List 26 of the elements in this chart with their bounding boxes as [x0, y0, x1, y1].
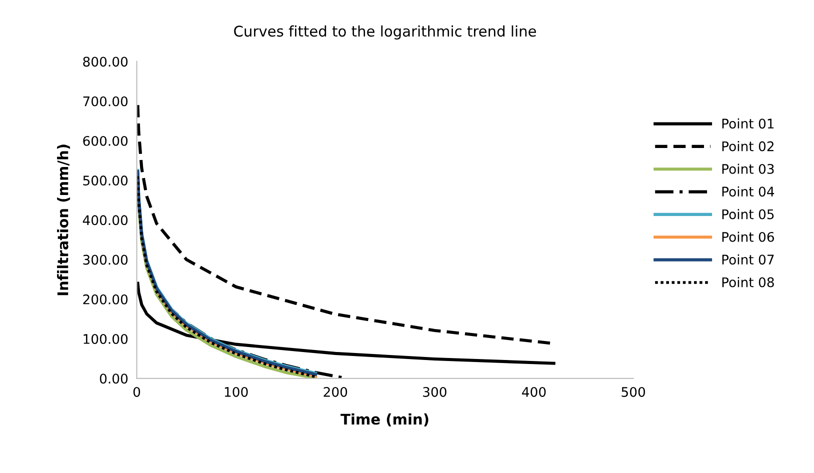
- y-tick-label: 800.00: [83, 56, 128, 67]
- y-tick-label: 400.00: [82, 215, 128, 226]
- x-tick-label: 0: [133, 386, 140, 397]
- legend-label: Point 05: [722, 209, 774, 220]
- legend-label: Point 07: [722, 254, 774, 265]
- y-tick-label: 100.00: [84, 334, 128, 344]
- y-tick-label: 200.00: [83, 294, 128, 304]
- legend-label: Point 08: [722, 277, 774, 288]
- x-axis-title: Time (min): [340, 413, 428, 426]
- x-tick-label: 400: [522, 386, 546, 397]
- x-tick-label: 200: [324, 386, 348, 397]
- y-axis-title: Infiltration (mm/h): [57, 144, 70, 296]
- y-tick-label: 700.00: [83, 96, 128, 106]
- x-tick-label: 100: [224, 386, 248, 397]
- x-tick-label: 300: [423, 386, 446, 397]
- y-tick-label: 300.00: [83, 254, 128, 265]
- legend-label: Point 06: [722, 232, 774, 242]
- legend-label: Point 01: [722, 118, 774, 129]
- y-tick-label: 0.00: [100, 374, 128, 384]
- chart-title: Curves fitted to the logarithmic trend line: [234, 25, 536, 40]
- y-tick-label: 600.00: [83, 136, 128, 146]
- legend-label: Point 03: [722, 164, 774, 174]
- x-tick-label: 500: [622, 386, 646, 397]
- legend-label: Point 02: [722, 141, 774, 152]
- legend-label: Point 04: [722, 186, 774, 197]
- y-tick-label: 500.00: [83, 176, 128, 186]
